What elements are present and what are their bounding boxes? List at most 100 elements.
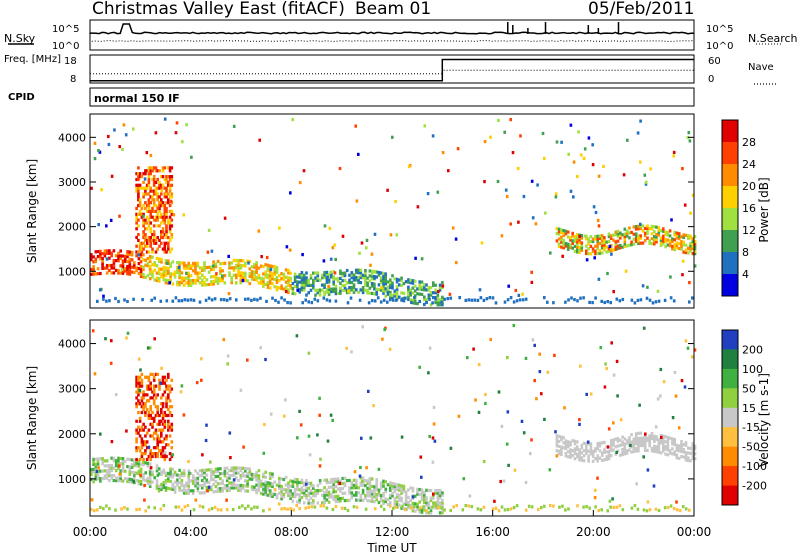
heatmap-cell bbox=[420, 510, 424, 514]
heatmap-cell bbox=[684, 507, 688, 511]
heatmap-cell bbox=[461, 508, 465, 512]
heatmap-cell bbox=[309, 481, 313, 485]
heatmap-cell bbox=[271, 484, 274, 489]
heatmap-cell bbox=[266, 283, 270, 287]
heatmap-cell bbox=[684, 441, 688, 445]
heatmap-cell bbox=[323, 283, 326, 287]
heatmap-cell bbox=[307, 281, 310, 285]
heatmap-cell bbox=[637, 239, 640, 243]
heatmap-cell bbox=[562, 238, 565, 242]
heatmap-cell bbox=[176, 265, 179, 270]
heatmap-cell bbox=[167, 180, 170, 184]
heatmap-cell bbox=[591, 454, 595, 458]
heatmap-cell bbox=[325, 278, 329, 282]
heatmap-cell bbox=[221, 489, 224, 493]
heatmap-cell bbox=[302, 493, 306, 497]
heatmap-cell bbox=[140, 244, 144, 248]
heatmap-cell bbox=[149, 408, 152, 412]
heatmap-cell bbox=[165, 192, 168, 196]
heatmap-cell bbox=[502, 479, 506, 483]
heatmap-cell bbox=[142, 408, 145, 412]
heatmap-cell bbox=[258, 138, 261, 142]
heatmap-cell bbox=[352, 285, 356, 289]
heatmap-cell bbox=[673, 443, 676, 447]
heatmap-cell bbox=[214, 480, 218, 484]
heatmap-cell bbox=[241, 486, 245, 490]
heatmap-cell bbox=[326, 275, 329, 279]
heatmap-cell bbox=[145, 408, 149, 412]
heatmap-cell bbox=[653, 237, 656, 241]
heatmap-cell bbox=[662, 237, 665, 241]
heatmap-cell bbox=[521, 298, 525, 302]
heatmap-cell bbox=[418, 507, 421, 512]
heatmap-cell bbox=[212, 279, 215, 284]
heatmap-cell bbox=[176, 478, 179, 482]
heatmap-cell bbox=[395, 298, 398, 302]
heatmap-cell bbox=[507, 284, 510, 288]
heatmap-cell bbox=[175, 121, 179, 125]
heatmap-cell bbox=[348, 286, 351, 290]
heatmap-cell bbox=[643, 231, 647, 235]
heatmap-cell bbox=[155, 466, 159, 470]
heatmap-cell bbox=[577, 130, 580, 134]
heatmap-cell bbox=[531, 338, 535, 342]
heatmap-cell bbox=[668, 229, 672, 233]
heatmap-cell bbox=[687, 131, 691, 135]
heatmap-cell bbox=[619, 246, 622, 250]
heatmap-cell bbox=[154, 241, 158, 245]
heatmap-cell bbox=[477, 410, 481, 414]
heatmap-cell bbox=[271, 494, 274, 498]
heatmap-cell bbox=[225, 471, 229, 476]
heatmap-cell bbox=[223, 469, 227, 473]
heatmap-cell bbox=[219, 276, 222, 280]
heatmap-cell bbox=[235, 476, 238, 480]
heatmap-cell bbox=[603, 236, 606, 240]
heatmap-cell bbox=[423, 285, 426, 289]
heatmap-cell bbox=[666, 445, 670, 449]
heatmap-cell bbox=[639, 234, 642, 238]
heatmap-cell bbox=[562, 246, 565, 250]
heatmap-cell bbox=[623, 452, 627, 456]
heatmap-cell bbox=[156, 446, 159, 450]
heatmap-cell bbox=[407, 288, 410, 292]
heatmap-cell bbox=[187, 283, 190, 288]
heatmap-cell bbox=[144, 440, 147, 444]
heatmap-cell bbox=[680, 449, 683, 454]
heatmap-cell bbox=[259, 479, 263, 483]
heatmap-cell bbox=[598, 236, 602, 241]
heatmap-cell bbox=[210, 265, 213, 269]
heatmap-cell bbox=[384, 500, 387, 504]
heatmap-cell bbox=[137, 387, 140, 391]
heatmap-cell bbox=[557, 232, 561, 236]
heatmap-cell bbox=[201, 483, 204, 487]
heatmap-cell bbox=[253, 488, 256, 492]
heatmap-cell bbox=[659, 441, 663, 445]
heatmap-cell bbox=[205, 473, 209, 477]
heatmap-cell bbox=[307, 505, 310, 509]
heatmap-cell bbox=[354, 124, 357, 128]
heatmap-cell bbox=[203, 491, 206, 495]
heatmap-cell bbox=[564, 454, 568, 458]
heatmap-cell bbox=[167, 428, 170, 432]
heatmap-cell bbox=[180, 281, 184, 285]
heatmap-cell bbox=[503, 300, 507, 304]
heatmap-cell bbox=[171, 485, 175, 489]
heatmap-cell bbox=[576, 242, 579, 247]
heatmap-cell bbox=[154, 169, 158, 173]
heatmap-cell bbox=[693, 457, 697, 461]
heatmap-cell bbox=[126, 331, 130, 335]
heatmap-cell bbox=[156, 393, 159, 397]
heatmap-cell bbox=[436, 293, 440, 297]
heatmap-cell bbox=[441, 501, 444, 505]
heatmap-cell bbox=[348, 273, 351, 277]
heatmap-cell bbox=[256, 505, 259, 509]
heatmap-cell bbox=[549, 503, 552, 508]
heatmap-cell bbox=[170, 413, 174, 418]
colorbar-tick-label: 200 bbox=[742, 343, 763, 356]
heatmap-cell bbox=[170, 440, 174, 444]
heatmap-cell bbox=[327, 490, 331, 494]
heatmap-cell bbox=[160, 452, 163, 456]
heatmap-cell bbox=[92, 480, 95, 484]
heatmap-cell bbox=[330, 478, 333, 482]
heatmap-cell bbox=[216, 277, 220, 281]
